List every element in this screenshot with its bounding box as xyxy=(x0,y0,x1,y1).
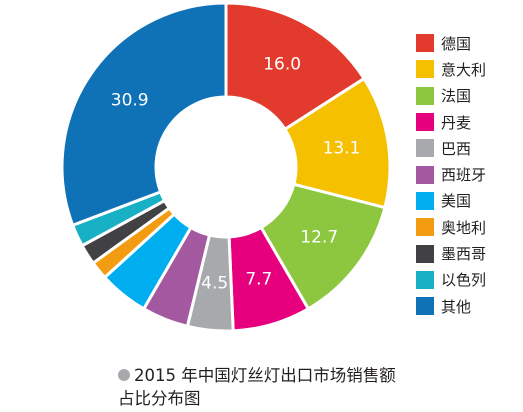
slice-value-label-1: 13.1 xyxy=(323,138,361,158)
legend-swatch xyxy=(416,270,434,289)
legend-label: 美国 xyxy=(441,192,472,211)
legend-label: 以色列 xyxy=(441,271,487,290)
legend-swatch xyxy=(416,113,434,132)
legend-label: 丹麦 xyxy=(441,113,472,132)
slice-value-label-4: 4.5 xyxy=(201,273,228,293)
slice-2 xyxy=(259,182,387,311)
legend-item-0: 德国 xyxy=(416,30,520,56)
legend-label: 其他 xyxy=(441,297,472,316)
legend-item-10: 其他 xyxy=(416,293,520,319)
legend-label: 墨西哥 xyxy=(441,245,487,264)
legend-item-8: 墨西哥 xyxy=(416,240,520,266)
slice-10 xyxy=(60,1,228,228)
legend-swatch xyxy=(416,34,434,53)
legend-swatch xyxy=(416,218,434,237)
legend-item-3: 丹麦 xyxy=(416,109,520,135)
slice-value-label-10: 30.9 xyxy=(111,91,149,111)
legend-label: 德国 xyxy=(441,34,472,53)
legend-swatch xyxy=(416,60,434,79)
legend-swatch xyxy=(416,244,434,263)
legend-label: 意大利 xyxy=(441,60,487,79)
chart-legend: 德国意大利法国丹麦巴西西班牙美国奥地利墨西哥以色列其他 xyxy=(416,30,520,319)
legend-label: 奥地利 xyxy=(441,218,487,237)
donut-slices xyxy=(60,1,392,333)
legend-swatch xyxy=(416,191,434,210)
legend-item-4: 巴西 xyxy=(416,135,520,161)
legend-item-6: 美国 xyxy=(416,188,520,214)
slice-value-label-0: 16.0 xyxy=(263,54,301,74)
slice-value-label-3: 7.7 xyxy=(245,269,272,289)
caption-bullet-icon xyxy=(118,369,130,381)
legend-swatch xyxy=(416,139,434,158)
legend-swatch xyxy=(416,297,434,316)
legend-item-5: 西班牙 xyxy=(416,161,520,187)
legend-swatch xyxy=(416,86,434,105)
legend-label: 西班牙 xyxy=(441,166,487,185)
chart-title: 2015 年中国灯丝灯出口市场销售额占比分布图 xyxy=(118,366,396,408)
donut-value-labels: 16.0 13.1 12.7 7.7 4.5 30.9 xyxy=(111,54,361,293)
legend-label: 法国 xyxy=(441,87,472,106)
chart-caption: 2015 年中国灯丝灯出口市场销售额占比分布图 xyxy=(118,364,408,410)
legend-label: 巴西 xyxy=(441,139,472,158)
legend-item-9: 以色列 xyxy=(416,267,520,293)
legend-item-1: 意大利 xyxy=(416,56,520,82)
legend-item-7: 奥地利 xyxy=(416,214,520,240)
legend-swatch xyxy=(416,165,434,184)
slice-0 xyxy=(224,1,367,132)
slice-value-label-2: 12.7 xyxy=(300,228,338,248)
legend-item-2: 法国 xyxy=(416,83,520,109)
